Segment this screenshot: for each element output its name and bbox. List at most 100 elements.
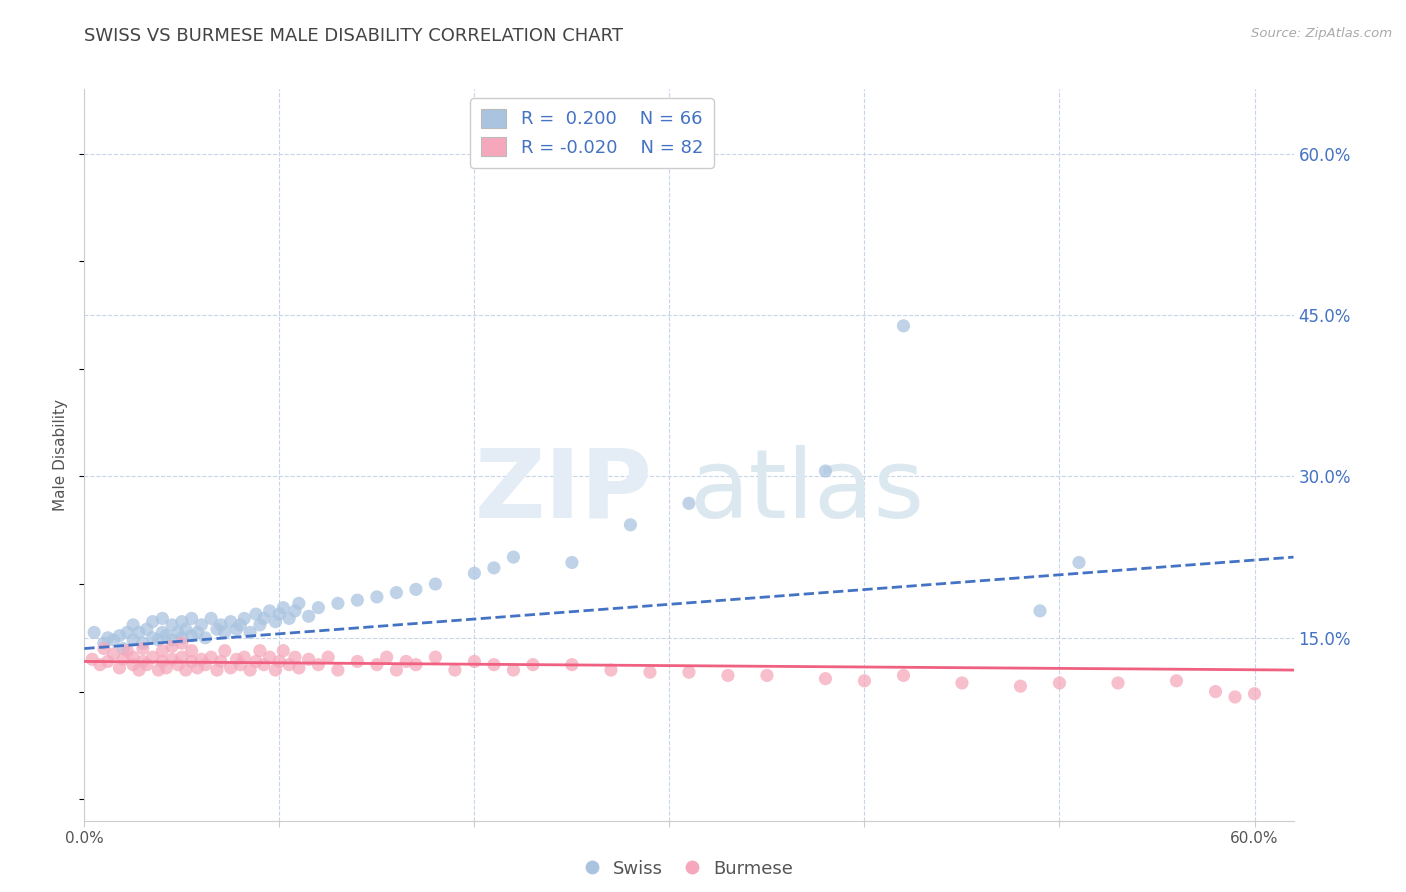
Point	[853, 673, 876, 688]
Point	[170, 615, 193, 629]
Point	[132, 655, 155, 669]
Point	[316, 650, 339, 665]
Point	[167, 657, 190, 672]
Point	[1223, 690, 1246, 704]
Point	[249, 643, 271, 657]
Point	[229, 657, 252, 672]
Point	[346, 593, 368, 607]
Y-axis label: Male Disability: Male Disability	[53, 399, 69, 511]
Point	[405, 657, 427, 672]
Point	[155, 661, 177, 675]
Point	[122, 650, 145, 665]
Point	[200, 650, 222, 665]
Point	[209, 655, 232, 669]
Point	[229, 618, 252, 632]
Point	[444, 663, 467, 677]
Point	[155, 629, 177, 643]
Point	[233, 611, 256, 625]
Point	[284, 604, 307, 618]
Point	[259, 650, 281, 665]
Point	[1029, 604, 1052, 618]
Point	[122, 657, 145, 672]
Point	[259, 604, 281, 618]
Point	[307, 600, 329, 615]
Point	[180, 655, 202, 669]
Point	[103, 632, 125, 647]
Point	[135, 622, 157, 636]
Point	[214, 643, 236, 657]
Point	[395, 655, 418, 669]
Point	[233, 650, 256, 665]
Point	[298, 652, 321, 666]
Point	[209, 618, 232, 632]
Point	[180, 611, 202, 625]
Point	[482, 657, 505, 672]
Point	[1166, 673, 1188, 688]
Point	[253, 611, 276, 625]
Point	[678, 665, 700, 680]
Point	[326, 596, 349, 610]
Point	[814, 672, 837, 686]
Point	[264, 615, 287, 629]
Point	[219, 661, 242, 675]
Point	[425, 577, 447, 591]
Point	[132, 636, 155, 650]
Point	[97, 631, 120, 645]
Point	[561, 556, 583, 570]
Text: SWISS VS BURMESE MALE DISABILITY CORRELATION CHART: SWISS VS BURMESE MALE DISABILITY CORRELA…	[84, 27, 623, 45]
Text: atlas: atlas	[689, 445, 924, 538]
Point	[278, 657, 301, 672]
Point	[366, 590, 388, 604]
Point	[190, 652, 212, 666]
Point	[150, 655, 173, 669]
Point	[245, 655, 267, 669]
Point	[1205, 684, 1227, 698]
Point	[271, 643, 294, 657]
Point	[893, 668, 915, 682]
Point	[346, 655, 368, 669]
Point	[463, 566, 485, 581]
Point	[307, 657, 329, 672]
Point	[160, 618, 183, 632]
Point	[1107, 676, 1129, 690]
Point	[269, 655, 291, 669]
Point	[150, 643, 173, 657]
Point	[950, 676, 973, 690]
Point	[142, 650, 165, 665]
Point	[385, 585, 408, 599]
Point	[180, 629, 202, 643]
Point	[148, 663, 170, 677]
Point	[194, 631, 217, 645]
Point	[132, 641, 155, 656]
Point	[253, 657, 276, 672]
Point	[284, 650, 307, 665]
Point	[83, 625, 105, 640]
Point	[561, 657, 583, 672]
Point	[678, 496, 700, 510]
Point	[522, 657, 544, 672]
Point	[264, 663, 287, 677]
Point	[160, 640, 183, 654]
Point	[150, 611, 173, 625]
Point	[278, 611, 301, 625]
Point	[271, 600, 294, 615]
Point	[1010, 679, 1032, 693]
Point	[150, 625, 173, 640]
Point	[405, 582, 427, 597]
Point	[482, 561, 505, 575]
Point	[502, 550, 524, 565]
Point	[225, 652, 247, 666]
Point	[385, 663, 408, 677]
Point	[89, 657, 111, 672]
Point	[148, 632, 170, 647]
Point	[638, 665, 661, 680]
Point	[142, 615, 165, 629]
Point	[1049, 676, 1071, 690]
Point	[814, 464, 837, 478]
Point	[298, 609, 321, 624]
Point	[249, 618, 271, 632]
Point	[425, 650, 447, 665]
Point	[135, 657, 157, 672]
Point	[893, 318, 915, 333]
Point	[239, 663, 262, 677]
